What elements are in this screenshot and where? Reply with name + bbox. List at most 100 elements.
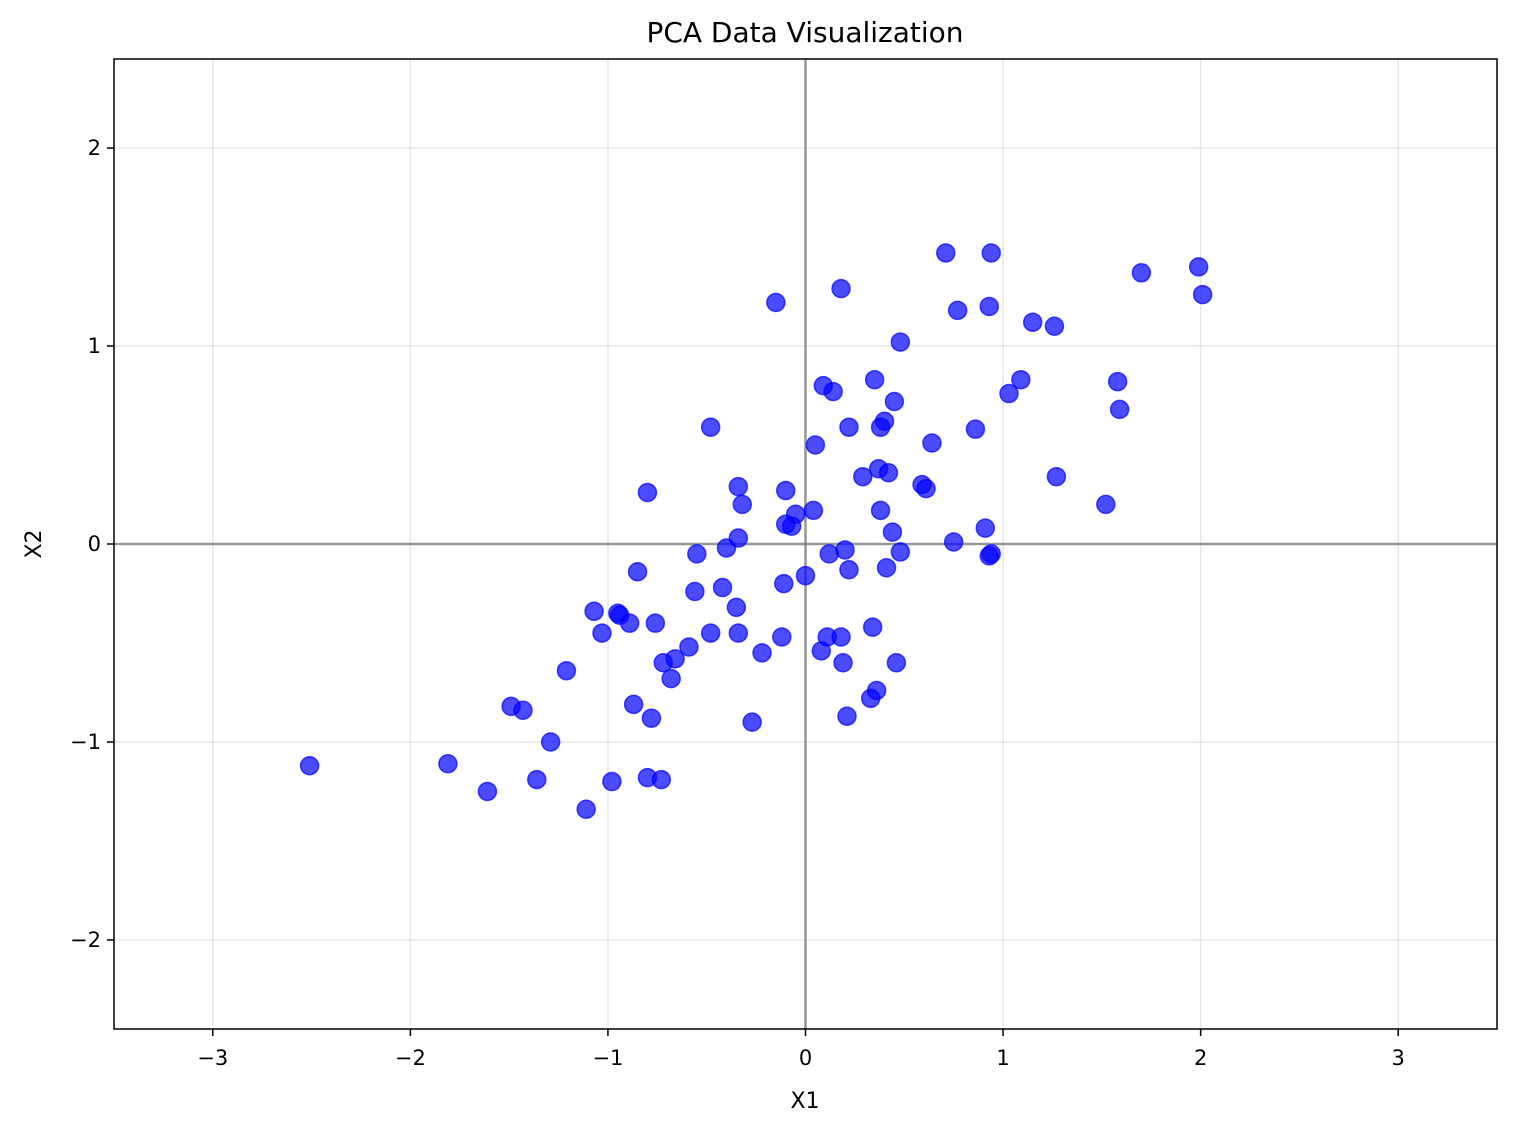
x-axis-ticks: −3 −2 −1 0 1 2 3 <box>197 1029 1405 1070</box>
data-point <box>803 500 824 521</box>
data-point <box>623 694 644 715</box>
data-point <box>1011 369 1031 390</box>
data-point <box>922 433 942 453</box>
data-point <box>1107 371 1128 392</box>
x-tick-label: −3 <box>197 1046 228 1070</box>
data-point <box>831 278 851 299</box>
data-point <box>576 799 596 820</box>
data-point <box>712 577 733 598</box>
data-point <box>732 494 753 515</box>
data-point <box>878 462 899 483</box>
data-point <box>728 476 749 497</box>
data-point <box>775 480 796 501</box>
reference-lines <box>114 59 1497 1029</box>
data-point <box>584 601 604 622</box>
y-tick-label: −2 <box>70 928 101 952</box>
x-tick-label: 0 <box>799 1046 812 1070</box>
data-point <box>1022 312 1043 333</box>
y-tick-label: −1 <box>70 730 101 754</box>
data-point <box>837 706 857 726</box>
x-tick-label: 1 <box>996 1046 1009 1070</box>
data-point <box>833 653 853 673</box>
data-point <box>627 561 648 582</box>
data-point <box>839 417 859 437</box>
x-axis-label: X1 <box>790 1089 819 1114</box>
data-point <box>637 482 658 503</box>
data-points <box>299 243 1213 820</box>
x-tick-label: 2 <box>1194 1046 1207 1070</box>
data-point <box>866 680 887 701</box>
data-point <box>981 243 1001 263</box>
data-point <box>513 700 533 721</box>
data-point <box>882 522 903 542</box>
y-axis-ticks: −2 −1 0 1 2 <box>70 136 114 952</box>
data-point <box>874 411 895 432</box>
data-point <box>728 528 749 548</box>
data-point <box>890 542 911 562</box>
data-point <box>805 435 826 455</box>
data-point <box>1046 466 1067 487</box>
data-point <box>839 559 859 580</box>
data-point <box>819 544 839 564</box>
x-tick-label: −2 <box>395 1046 426 1070</box>
data-point <box>700 417 721 437</box>
data-point <box>661 668 681 689</box>
data-point <box>975 518 996 538</box>
data-point <box>1131 263 1152 283</box>
data-point <box>700 623 721 643</box>
x-tick-label: 3 <box>1392 1046 1405 1070</box>
data-point <box>651 769 672 790</box>
chart-title: PCA Data Visualization <box>646 16 963 49</box>
data-point <box>886 653 907 673</box>
data-point <box>890 332 911 352</box>
data-point <box>936 243 956 263</box>
data-point <box>1109 399 1130 420</box>
data-point <box>728 623 749 643</box>
data-point <box>916 478 936 499</box>
data-point <box>641 708 662 728</box>
data-point <box>884 391 905 412</box>
data-point <box>752 643 772 663</box>
x-tick-label: −1 <box>592 1046 623 1070</box>
data-point <box>477 781 498 802</box>
data-point <box>766 292 786 313</box>
y-tick-label: 1 <box>88 334 101 358</box>
data-point <box>965 419 986 439</box>
data-point <box>999 383 1019 404</box>
data-point <box>1192 284 1213 305</box>
data-point <box>795 565 816 586</box>
data-point <box>299 755 320 776</box>
data-point <box>1044 316 1065 336</box>
data-point <box>645 613 666 633</box>
data-point <box>772 627 792 647</box>
data-point <box>831 627 851 647</box>
data-point <box>1188 257 1209 277</box>
data-point <box>862 617 883 637</box>
y-tick-label: 0 <box>88 532 101 556</box>
data-point <box>540 732 561 752</box>
data-point <box>785 504 806 525</box>
data-point <box>602 771 622 792</box>
data-point <box>835 540 855 560</box>
data-point <box>864 369 885 390</box>
data-point <box>685 581 705 602</box>
data-point <box>981 544 1001 564</box>
data-point <box>619 613 640 633</box>
data-point <box>774 573 794 594</box>
data-point <box>947 300 968 321</box>
data-point <box>853 466 873 487</box>
data-point <box>943 532 964 552</box>
data-point <box>679 637 699 657</box>
data-point <box>556 660 577 681</box>
data-point <box>438 753 458 774</box>
data-point <box>527 769 547 790</box>
data-point <box>870 500 891 521</box>
y-axis-label: X2 <box>22 529 47 558</box>
data-point <box>1096 494 1116 515</box>
data-point <box>726 597 747 618</box>
data-point <box>876 558 897 578</box>
data-point <box>823 381 843 402</box>
data-point <box>665 649 685 669</box>
data-point <box>687 544 707 564</box>
